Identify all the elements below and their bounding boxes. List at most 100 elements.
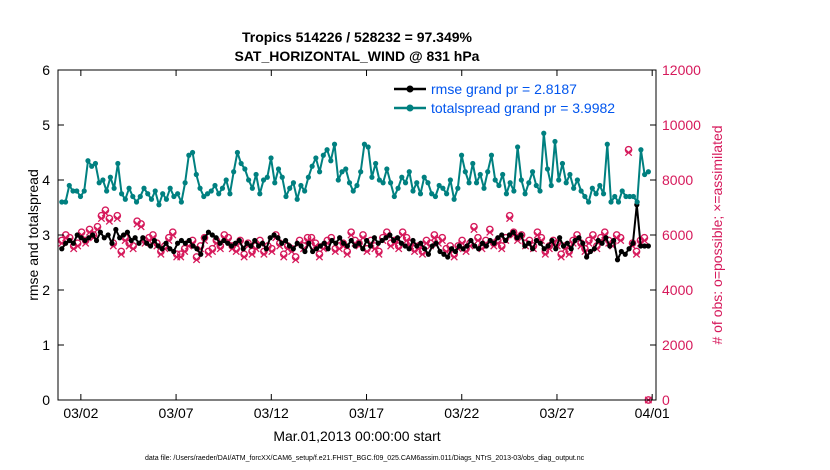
spread-point xyxy=(406,169,412,175)
rmse-point xyxy=(147,243,154,249)
spread-point xyxy=(59,199,65,205)
legend-marker-rmse xyxy=(406,85,414,93)
rmse-point xyxy=(124,229,131,235)
obs-assimilated-marker xyxy=(410,247,419,256)
spread-point xyxy=(436,182,442,189)
spread-point xyxy=(257,191,263,197)
obs-assimilated-marker xyxy=(315,253,324,261)
rmse-point xyxy=(591,246,597,252)
rmse-point xyxy=(622,251,628,257)
rmse-point xyxy=(171,248,177,255)
spread-point xyxy=(455,185,461,191)
obs-assimilated-marker xyxy=(70,245,78,253)
obs-assimilated-marker xyxy=(240,253,248,261)
spread-point xyxy=(391,193,397,200)
spread-point xyxy=(518,177,524,183)
rmse-point xyxy=(545,243,551,249)
rmse-point xyxy=(460,246,466,252)
rmse-point xyxy=(580,240,586,246)
spread-point xyxy=(559,160,566,167)
rmse-point xyxy=(487,237,493,244)
rmse-point xyxy=(186,237,192,244)
spread-point xyxy=(563,180,569,186)
spread-point xyxy=(328,158,334,164)
obs-assimilated-marker xyxy=(624,148,633,157)
spread-point xyxy=(178,199,184,205)
spread-point xyxy=(152,188,158,194)
spread-point xyxy=(160,191,166,197)
rmse-point xyxy=(568,246,574,252)
rmse-point xyxy=(614,257,621,263)
spread-point xyxy=(526,180,532,186)
spread-point xyxy=(145,191,151,197)
obs-assimilated-marker xyxy=(208,247,217,256)
spread-point xyxy=(574,177,580,183)
spread-point xyxy=(548,182,554,189)
spread-point xyxy=(619,188,625,194)
rmse-point xyxy=(155,243,161,249)
rmse-point xyxy=(584,254,590,260)
spread-point xyxy=(361,141,368,147)
spread-point xyxy=(350,188,356,194)
obs-assimilated-marker xyxy=(470,225,478,234)
plot-background xyxy=(58,70,656,400)
rmse-point xyxy=(429,243,435,249)
spread-point xyxy=(118,191,125,197)
y-tick-label-left: 6 xyxy=(42,62,50,78)
spread-point xyxy=(66,182,72,189)
spread-point xyxy=(331,141,338,147)
rmse-point xyxy=(394,235,401,241)
chart-subtitle: SAT_HORIZONTAL_WIND @ 831 hPa xyxy=(235,48,480,64)
obs-assimilated-marker xyxy=(557,253,565,261)
spread-point xyxy=(503,191,510,197)
spread-point xyxy=(189,149,196,156)
y-axis-label-right: # of obs: o=possible; ×=assimilated xyxy=(709,125,725,344)
spread-point xyxy=(85,158,91,164)
spread-point xyxy=(219,185,226,191)
rmse-point xyxy=(441,251,447,257)
rmse-point xyxy=(468,237,474,244)
rmse-point xyxy=(221,237,227,244)
spread-point xyxy=(642,171,648,178)
spread-point xyxy=(104,188,110,194)
rmse-point xyxy=(144,240,150,246)
rmse-point xyxy=(256,243,262,249)
rmse-point xyxy=(499,232,505,238)
rmse-point xyxy=(198,251,204,257)
legend-label-spread: totalspread grand pr = 3.9982 xyxy=(431,100,615,116)
rmse-point xyxy=(167,246,173,252)
rmse-point xyxy=(530,246,536,252)
rmse-point xyxy=(448,246,455,252)
obs-assimilated-marker xyxy=(398,231,407,239)
spread-point xyxy=(485,169,491,175)
y-tick-label-right: 6000 xyxy=(662,227,693,243)
rmse-point xyxy=(329,237,335,244)
rmse-point xyxy=(294,240,300,246)
spread-point xyxy=(313,155,319,161)
rmse-point xyxy=(387,232,393,238)
rmse-point xyxy=(321,240,327,246)
plot-layer xyxy=(57,93,653,404)
spread-point xyxy=(477,171,483,178)
y-tick-label-left: 2 xyxy=(42,282,50,298)
rmse-point xyxy=(491,240,497,246)
spread-point xyxy=(305,174,311,180)
rmse-point xyxy=(306,240,312,246)
spread-point xyxy=(544,166,551,172)
rmse-point xyxy=(406,246,412,252)
rmse-point xyxy=(128,237,134,244)
spread-point xyxy=(421,174,427,180)
spread-point xyxy=(141,185,147,191)
spread-point xyxy=(529,169,536,175)
spread-point xyxy=(597,182,603,189)
spread-point xyxy=(238,160,244,167)
spread-point xyxy=(283,193,289,200)
chart-title: Tropics 514226 / 528232 = 97.349% xyxy=(242,29,473,45)
spread-point xyxy=(320,152,326,158)
spread-point xyxy=(302,188,308,194)
rmse-point xyxy=(375,240,381,246)
spread-point xyxy=(593,191,599,197)
spread-point xyxy=(275,166,282,172)
obs-assimilated-marker xyxy=(268,247,276,256)
rmse-point xyxy=(410,237,416,244)
